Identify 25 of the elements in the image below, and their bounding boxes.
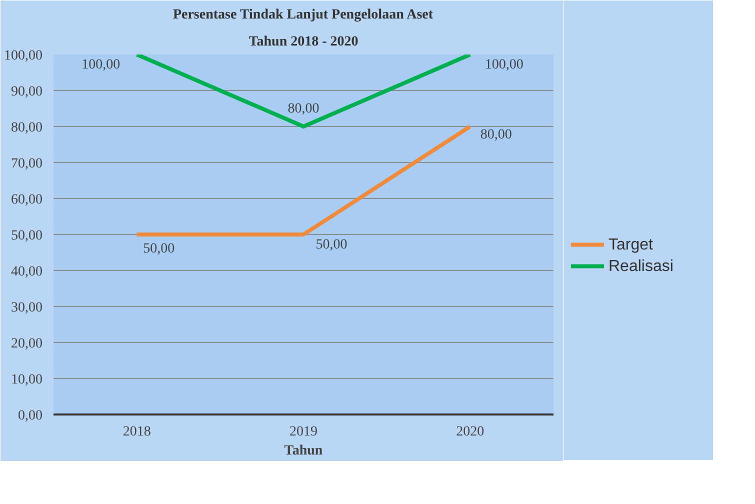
y-tick-label: 70,00 xyxy=(11,156,42,172)
y-tick-label: 80,00 xyxy=(11,120,42,136)
y-tick-label: 0,00 xyxy=(18,408,42,424)
x-tick-label: 2020 xyxy=(456,424,484,440)
x-tick-label: 2018 xyxy=(122,424,151,440)
y-tick-label: 100,00 xyxy=(4,48,42,64)
x-tick-label: 2019 xyxy=(290,424,318,440)
y-tick-label: 90,00 xyxy=(11,84,42,100)
y-tick-label: 20,00 xyxy=(11,336,42,352)
chart-subtitle: Tahun 2018 - 2020 xyxy=(248,34,358,50)
data-label: 50,00 xyxy=(143,242,175,256)
legend-label: Target xyxy=(608,236,654,254)
data-label: 100,00 xyxy=(484,58,524,72)
y-tick-label: 10,00 xyxy=(11,372,42,388)
y-tick-label: 50,00 xyxy=(11,228,42,244)
y-tick-label: 60,00 xyxy=(11,192,42,208)
y-tick-label: 30,00 xyxy=(11,300,42,316)
data-label: 50,00 xyxy=(316,238,348,252)
data-label: 80,00 xyxy=(288,102,320,116)
chart-title: Persentase Tindak Lanjut Pengelolaan Aset xyxy=(172,8,434,22)
data-label: 100,00 xyxy=(82,58,120,72)
x-axis-title: Tahun xyxy=(284,444,323,458)
data-label: 80,00 xyxy=(480,128,512,142)
y-tick-label: 40,00 xyxy=(11,264,42,280)
legend-label: Realisasi xyxy=(608,258,674,275)
